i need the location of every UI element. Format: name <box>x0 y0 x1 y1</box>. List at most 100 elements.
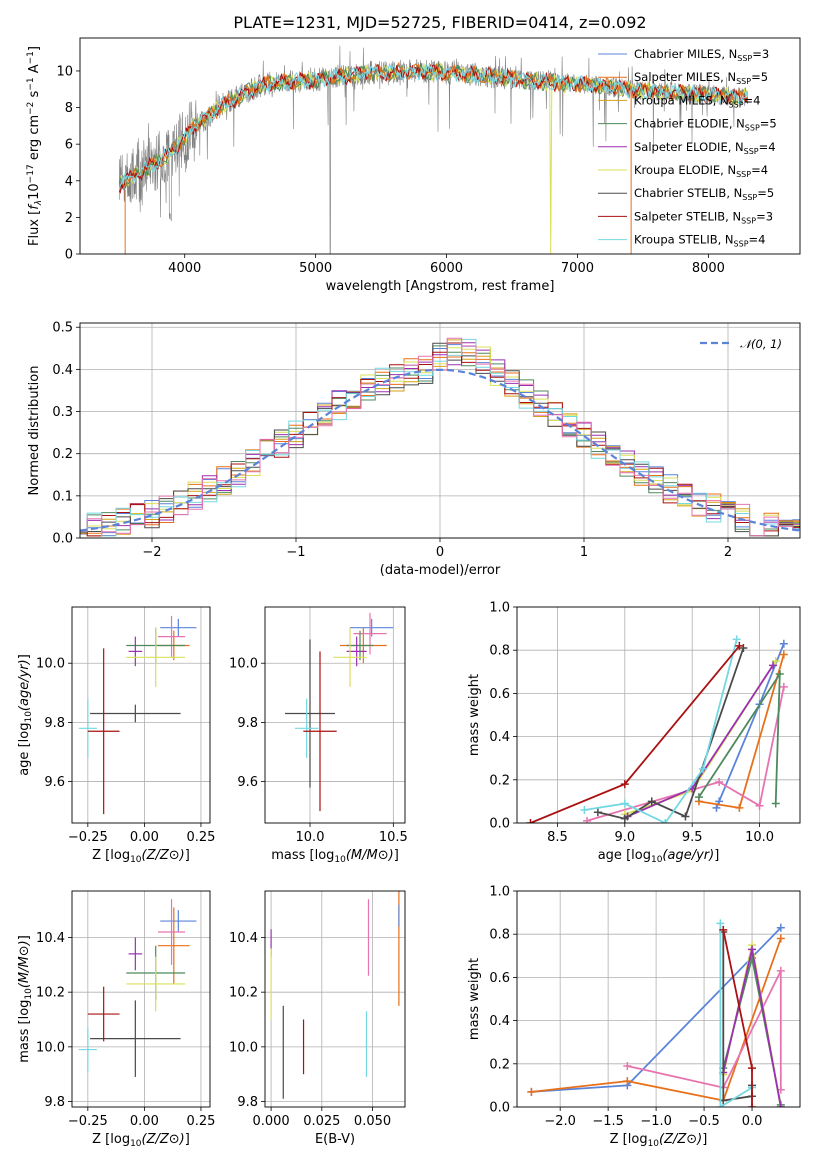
label-part: Z [log <box>92 1132 130 1147</box>
errorbar <box>295 698 319 758</box>
weight-point <box>580 806 589 815</box>
errorbar <box>128 937 143 971</box>
errorbar <box>157 907 190 984</box>
x-tick-label: 0.00 <box>130 1114 159 1129</box>
axes-frame <box>71 890 211 1108</box>
x-axis-label: wavelength [Angstrom, rest frame] <box>326 279 555 294</box>
x-axis-label: Z [log10(Z/Z⊙)] <box>92 848 190 865</box>
errorbar <box>157 615 186 658</box>
weight-series-line <box>624 660 777 816</box>
legend-sub: SSP <box>744 147 759 156</box>
label-part: ] <box>17 654 32 659</box>
y-axis-label: Normed distribution <box>27 366 42 496</box>
legend-text: Salpeter ELODIE, N <box>634 140 744 154</box>
y-tick-label: 0.0 <box>489 1101 510 1116</box>
x-tick-label: −0.25 <box>68 830 108 845</box>
label-part: (M/M⊙) <box>17 940 32 988</box>
label-sup: −1 <box>26 77 36 90</box>
y-tick-label: 0.4 <box>489 730 510 745</box>
weight-point <box>748 1103 757 1107</box>
errorbar <box>353 612 387 655</box>
weight-point <box>620 799 629 808</box>
chart-title: PLATE=1231, MJD=52725, FIBERID=0414, z=0… <box>233 13 646 32</box>
x-axis-label: age [log10(age/yr)] <box>598 848 720 865</box>
weight-point <box>771 657 780 665</box>
label-sub: 10 <box>648 1139 660 1149</box>
y-tick-label: 9.8 <box>44 1095 65 1110</box>
y-tick-label: 0.0 <box>489 817 510 832</box>
y-axis-label: mass [log10(M/M⊙)] <box>17 935 34 1063</box>
y-tick-label: 1.0 <box>489 885 510 900</box>
label-part: mass [log <box>17 1000 32 1063</box>
legend-text: Salpeter MILES, N <box>634 70 736 84</box>
y-tick-label: 0.2 <box>489 773 510 788</box>
panel-spectrum: 4000 5000 6000 7000 8000 0 2 4 6 8 10 wavelength [A… <box>26 13 801 294</box>
x-tick-label: −0.5 <box>688 1114 720 1129</box>
errorbar <box>126 956 186 1012</box>
y-tick-label: 10.4 <box>36 931 65 946</box>
panel-mass-Z: −0.25 0.00 0.259.810.010.210.4Z [log10(Z/Z… <box>17 890 215 1149</box>
label-part: Z [log <box>92 848 130 863</box>
x-axis-label: (data-model)/error <box>380 563 501 578</box>
y-tick-label: 10 <box>56 64 73 79</box>
weight-point <box>623 1061 632 1070</box>
panel-mass-EBV: 0.000 0.025 0.050 9.8 10.0 10.2 10.4 E(B-V) <box>229 890 406 1147</box>
y-tick-label: 0.6 <box>489 971 510 986</box>
weight-point <box>527 1087 536 1096</box>
label-part: ] <box>714 848 719 863</box>
legend-text: Chabrier STELIB, N <box>634 186 742 200</box>
x-tick-label: 7000 <box>561 261 594 276</box>
model-line <box>118 62 749 254</box>
legend-entry: Salpeter ELODIE, NSSP=4 <box>634 140 776 156</box>
legend-text: Kroupa STELIB, N <box>634 233 734 247</box>
legend-entry: Kroupa MILES, NSSP=4 <box>634 93 760 109</box>
weight-series-line <box>530 645 741 823</box>
weight-point <box>715 777 724 786</box>
panel-residuals: −2 −1 0 1 2 0.0 0.1 0.2 0.3 0.4 0.5 (data-model)/er… <box>27 321 801 578</box>
weight-point <box>620 814 629 823</box>
y-tick-label: 10.4 <box>229 931 258 946</box>
legend-text: =5 <box>751 70 768 84</box>
x-tick-label: −2.0 <box>544 1114 576 1129</box>
plot-area <box>78 899 197 1077</box>
y-tick-label: 10.0 <box>229 1040 258 1055</box>
label-part: ] <box>394 848 399 863</box>
plot-area <box>270 891 400 1099</box>
x-tick-label: −0.25 <box>68 1114 108 1129</box>
label-part: (Z/Z⊙) <box>142 848 185 863</box>
label-part: (age/yr) <box>17 659 32 711</box>
legend-text: =5 <box>760 117 777 131</box>
y-tick-label: 1.0 <box>489 601 510 616</box>
x-tick-label: 8.5 <box>547 830 568 845</box>
weight-point <box>755 801 764 810</box>
label-part: s <box>27 90 42 101</box>
x-tick-label: 10.0 <box>745 830 774 845</box>
weight-series-line <box>627 970 782 1090</box>
weight-point <box>779 639 788 648</box>
legend-text: =4 <box>751 163 768 177</box>
weight-point <box>776 923 785 932</box>
legend-entry: Kroupa STELIB, NSSP=4 <box>634 233 765 249</box>
y-axis-label: Flux [fλ10−17 erg cm−2 s−1 A−1] <box>26 46 44 246</box>
y-tick-label: 6 <box>65 138 73 153</box>
label-part: age [log <box>598 848 651 863</box>
label-sup: −2 <box>26 102 36 115</box>
errorbar <box>90 704 181 723</box>
y-tick-label: 10.2 <box>229 986 258 1001</box>
x-tick-label: 0.025 <box>303 1114 340 1129</box>
label-sub: 10 <box>334 855 346 865</box>
weight-series-line <box>719 923 753 1107</box>
plot-area <box>78 615 197 815</box>
label-part: ] <box>702 1132 707 1147</box>
weight-point <box>776 966 785 975</box>
model-line <box>118 62 749 191</box>
errorbar <box>160 618 197 637</box>
normal-curve <box>80 368 800 532</box>
label-sub: 10 <box>130 855 142 865</box>
histogram-step <box>80 346 800 537</box>
weight-point <box>712 803 721 812</box>
plot-area <box>80 337 800 537</box>
weight-point <box>769 661 778 670</box>
